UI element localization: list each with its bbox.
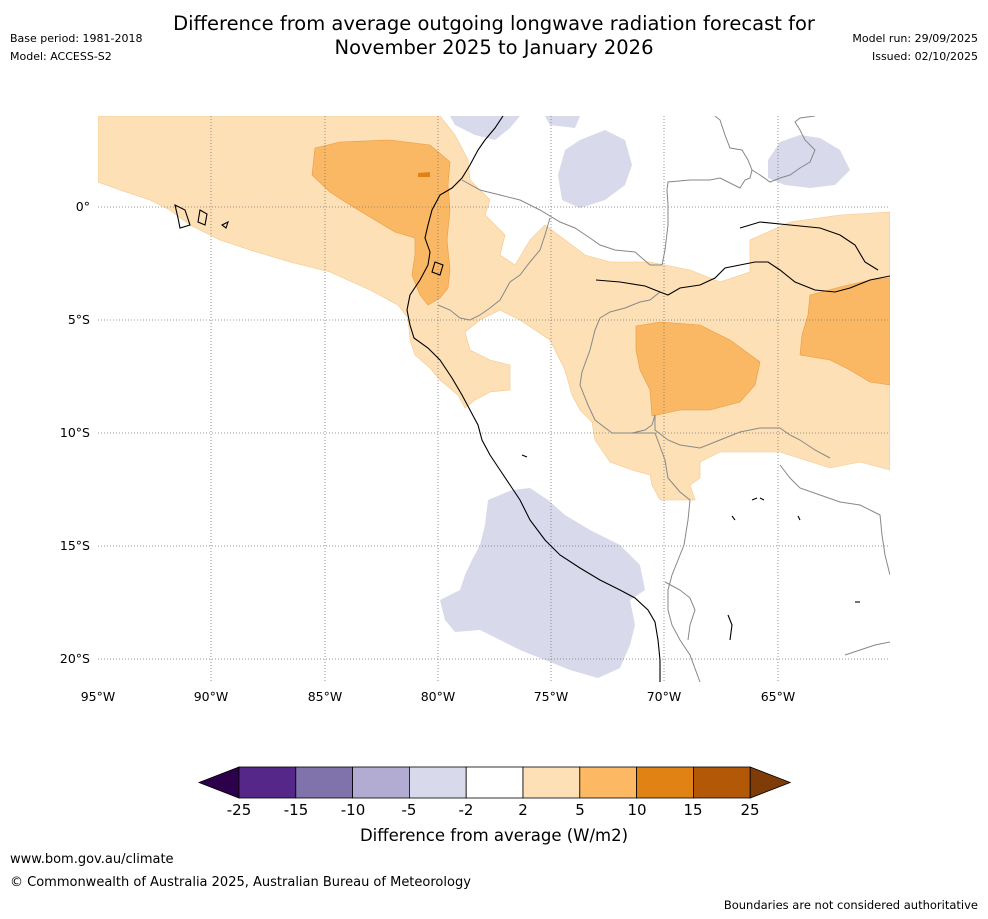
lon-label-80w: 80°W: [420, 689, 456, 704]
lat-label-10s: 10°S: [59, 425, 90, 440]
model-run: Model run: 29/09/2025: [852, 32, 978, 45]
anomaly-region-dark-orange-spot: [418, 172, 430, 177]
colorbar-tick: -15: [283, 801, 309, 819]
lon-label-75w: 75°W: [533, 689, 569, 704]
lon-label-70w: 70°W: [646, 689, 682, 704]
lat-label-15s: 15°S: [59, 538, 90, 553]
anomaly-region-purple-north-1: [450, 116, 520, 140]
anomaly-region-purple-north-3: [558, 130, 632, 208]
colorbar-tick: 5: [575, 801, 585, 819]
footer-copyright: © Commonwealth of Australia 2025, Austra…: [10, 875, 471, 890]
colorbar-tick: 15: [683, 801, 703, 819]
anomaly-region-mid-orange-ecuador: [311, 139, 451, 306]
colorbar-cell: [692, 766, 751, 799]
colorbar-extend-high: [749, 766, 792, 799]
colorbar-tick: -25: [226, 801, 252, 819]
anomaly-region-mid-orange-east: [799, 277, 890, 386]
colorbar-label: Difference from average (W/m2): [359, 826, 629, 845]
title-line-2: November 2025 to January 2026: [334, 36, 654, 59]
map-shading: [98, 116, 890, 682]
lon-label-90w: 90°W: [193, 689, 229, 704]
colorbar: [197, 766, 792, 799]
colorbar-extend-low: [197, 766, 240, 799]
anomaly-region-mid-orange-central: [635, 321, 761, 417]
anomaly-region-purple-north-4: [768, 135, 850, 188]
country-borders: [437, 116, 890, 682]
lat-label-0: 0°: [75, 199, 90, 214]
base-period: Base period: 1981-2018: [10, 32, 143, 45]
colorbar-cell: [522, 766, 581, 799]
anomaly-region-purple-south: [440, 488, 645, 678]
lat-label-20s: 20°S: [59, 651, 90, 666]
colorbar-cell: [465, 766, 524, 799]
lon-label-95w: 95°W: [80, 689, 116, 704]
coastline: [174, 116, 890, 682]
colorbar-tick: -2: [458, 801, 474, 819]
colorbar-tick: -5: [401, 801, 417, 819]
colorbar-cell: [352, 766, 410, 799]
lat-label-5s: 5°S: [67, 312, 90, 327]
colorbar-cell: [636, 766, 694, 799]
colorbar-tick: -10: [340, 801, 366, 819]
colorbar-tick: 2: [518, 801, 528, 819]
lon-label-85w: 85°W: [307, 689, 343, 704]
footer-disclaimer: Boundaries are not considered authoritat…: [723, 898, 978, 912]
colorbar-cell: [579, 766, 637, 799]
colorbar-tick: 10: [627, 801, 647, 819]
gridlines: [98, 116, 890, 682]
lon-label-65w: 65°W: [760, 689, 796, 704]
colorbar-cell: [408, 766, 467, 799]
footer-url[interactable]: www.bom.gov.au/climate: [10, 852, 174, 867]
anomaly-region-purple-north-2: [545, 116, 580, 128]
colorbar-cell: [295, 766, 354, 799]
title-line-1: Difference from average outgoing longwav…: [173, 12, 815, 35]
colorbar-tick: 25: [740, 801, 760, 819]
model-name: Model: ACCESS-S2: [10, 50, 112, 63]
meta-right: Model run: 29/09/2025 Issued: 02/10/2025: [852, 30, 978, 66]
issued-date: Issued: 02/10/2025: [871, 50, 978, 63]
colorbar-cell: [238, 766, 297, 799]
meta-left: Base period: 1981-2018 Model: ACCESS-S2: [10, 30, 142, 66]
chart-title: Difference from average outgoing longwav…: [0, 12, 988, 60]
